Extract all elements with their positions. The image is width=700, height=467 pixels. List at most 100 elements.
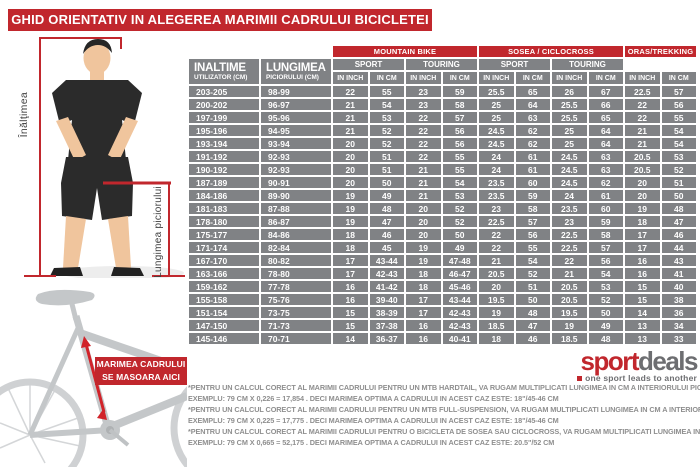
table-row: 200-202 96-97 21 54 23 58 25 64 25.5 66 22 56 [189, 99, 696, 110]
size-cell: 21 [333, 125, 368, 136]
size-cell: 43 [661, 255, 696, 266]
size-cell: 63 [588, 164, 623, 175]
size-cell: 58 [588, 229, 623, 240]
range-cell: 80-82 [261, 255, 331, 266]
spacer-cell [625, 59, 696, 70]
size-cell: 46 [369, 229, 404, 240]
size-cell: 18 [333, 242, 368, 253]
size-cell: 23 [552, 216, 587, 227]
person-silhouette [50, 39, 144, 276]
col-group-oras-trekking: ORAS/TREKKING [625, 46, 696, 57]
subheader-mtb-touring: TOURING [406, 59, 477, 70]
size-cell: 14 [333, 333, 368, 344]
table-row: 203-205 98-99 22 55 23 59 25.5 65 26 67 22.5 57 [189, 86, 696, 97]
size-cell: 47 [369, 216, 404, 227]
size-cell: 22 [479, 242, 514, 253]
size-cell: 20.5 [625, 164, 660, 175]
unit-cm: IN CM [588, 72, 623, 84]
range-cell: 147-150 [189, 320, 259, 331]
unit-inch: IN INCH [625, 72, 660, 84]
size-cell: 24.5 [552, 177, 587, 188]
size-cell: 19 [552, 320, 587, 331]
size-cell: 23.5 [479, 177, 514, 188]
front-wheel [170, 386, 187, 467]
size-cell: 22.5 [625, 86, 660, 97]
range-cell: 96-97 [261, 99, 331, 110]
size-cell: 18.5 [552, 333, 587, 344]
size-cell: 22 [479, 229, 514, 240]
size-cell: 21 [333, 112, 368, 123]
size-cell: 51 [369, 151, 404, 162]
unit-inch: IN INCH [333, 72, 368, 84]
table-row: 187-189 90-91 20 50 21 54 23.5 60 24.5 62 20 51 [189, 177, 696, 188]
size-cell: 18 [333, 229, 368, 240]
leg-length-label: Lungimea piciorului [153, 186, 164, 278]
size-cell: 54 [588, 268, 623, 279]
range-cell: 159-162 [189, 281, 259, 292]
header-lungimea: LUNGIMEA PICIORULUI (CM) [261, 59, 331, 84]
range-cell: 197-199 [189, 112, 259, 123]
size-cell: 19.5 [479, 294, 514, 305]
size-cell: 17 [333, 255, 368, 266]
height-label: Înălţimea [18, 92, 30, 138]
frame-label-line1: MARIMEA CADRULUI [96, 359, 186, 369]
size-cell: 20 [333, 177, 368, 188]
size-cell: 37-38 [369, 320, 404, 331]
size-cell: 62 [515, 125, 550, 136]
size-cell: 21 [406, 177, 441, 188]
range-cell: 87-88 [261, 203, 331, 214]
size-cell: 20 [406, 203, 441, 214]
size-cell: 46 [661, 229, 696, 240]
size-cell: 49 [442, 242, 477, 253]
size-cell: 57 [661, 86, 696, 97]
size-cell: 22 [406, 151, 441, 162]
size-cell: 52 [442, 216, 477, 227]
size-cell: 64 [515, 99, 550, 110]
size-cell: 61 [515, 164, 550, 175]
size-cell: 17 [625, 242, 660, 253]
size-cell: 41 [661, 268, 696, 279]
size-cell: 54 [369, 99, 404, 110]
footnote-line: *PENTRU UN CALCUL CORECT AL MARIMII CADR… [188, 383, 700, 392]
size-cell: 15 [625, 294, 660, 305]
size-cell: 13 [625, 320, 660, 331]
size-cell: 47-48 [442, 255, 477, 266]
size-cell: 22.5 [552, 242, 587, 253]
size-table: MOUNTAIN BIKE SOSEA / CICLOCROSS ORAS/TR… [187, 44, 698, 346]
size-cell: 18 [406, 268, 441, 279]
size-cell: 21 [625, 138, 660, 149]
table-row: 175-177 84-86 18 46 20 50 22 56 22.5 58 17 46 [189, 229, 696, 240]
size-cell: 40 [661, 281, 696, 292]
unit-inch: IN INCH [552, 72, 587, 84]
size-cell: 13 [625, 333, 660, 344]
crank-arm [108, 428, 130, 447]
size-cell: 39-40 [369, 294, 404, 305]
range-cell: 195-196 [189, 125, 259, 136]
rear-wheel [0, 378, 87, 467]
size-cell: 23 [479, 203, 514, 214]
range-cell: 93-94 [261, 138, 331, 149]
size-cell: 42-43 [442, 307, 477, 318]
size-cell: 20.5 [479, 268, 514, 279]
table-row: 195-196 94-95 21 52 22 56 24.5 62 25 64 21 54 [189, 125, 696, 136]
range-cell: 98-99 [261, 86, 331, 97]
size-cell: 51 [661, 177, 696, 188]
unit-cm: IN CM [369, 72, 404, 84]
group-header-row: MOUNTAIN BIKE SOSEA / CICLOCROSS ORAS/TR… [189, 46, 696, 57]
unit-inch: IN INCH [479, 72, 514, 84]
size-cell: 45 [369, 242, 404, 253]
logo-tagline: one sport leads to another [577, 373, 697, 383]
size-cell: 20.5 [552, 281, 587, 292]
size-cell: 25.5 [479, 86, 514, 97]
table-row: 155-158 75-76 16 39-40 17 43-44 19.5 50 20.5 52 15… [189, 294, 696, 305]
size-cell: 34 [661, 320, 696, 331]
units-row: IN INCH IN CM IN INCH IN CM IN INCH IN C… [189, 72, 696, 84]
range-cell: 167-170 [189, 255, 259, 266]
size-cell: 21 [552, 268, 587, 279]
size-cell: 17 [333, 268, 368, 279]
size-cell: 52 [661, 164, 696, 175]
size-cell: 55 [661, 112, 696, 123]
table-row: 184-186 89-90 19 49 21 53 23.5 59 24 61 20 50 [189, 190, 696, 201]
size-cell: 16 [625, 268, 660, 279]
